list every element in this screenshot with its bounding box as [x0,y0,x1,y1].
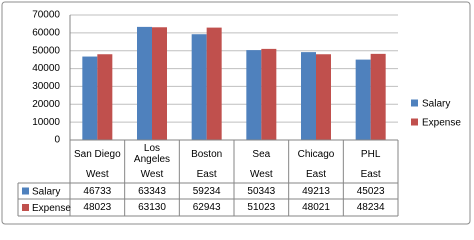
y-tick-label: 0 [54,135,60,146]
y-tick-label: 10000 [32,117,60,128]
bar [301,52,316,140]
bar [355,59,371,140]
chart-border [1,1,471,225]
row-key [22,187,29,195]
row-key [22,204,29,211]
legend-key [411,99,418,107]
y-tick-label: 50000 [32,45,60,56]
region-label: West [86,168,109,180]
table-value: 46733 [83,185,112,197]
bar [137,26,152,141]
table-value: 49213 [302,185,330,197]
bar [82,56,98,140]
table-value: 62943 [192,202,221,213]
chart: 0 10000 20000 30000 40000 50000 60000 70000 Sala… [1,1,471,225]
region-label: East [305,168,326,180]
table-value: 48021 [302,202,330,213]
table-value: 50343 [247,185,276,197]
region-label: West [250,168,273,180]
bar [370,53,386,140]
bar [191,34,207,140]
category-label: San Diego [73,148,121,160]
bar [206,27,222,141]
region-label: West [140,168,164,180]
bar [97,54,113,140]
row-header: Expense [32,203,71,214]
table-value: 63130 [138,202,166,213]
legend-label: Salary [422,99,450,110]
y-tick-label: 30000 [32,81,60,92]
table-value: 48234 [356,202,385,213]
table-value: 51023 [247,202,276,213]
bar [152,27,167,141]
table-value: 63343 [138,185,166,197]
table-value: 59234 [192,185,221,197]
y-tick-label: 40000 [32,63,60,74]
legend-key [411,118,418,126]
legend-label: Expense [422,118,461,129]
y-tick-label: 60000 [32,27,60,38]
bar [316,54,331,140]
category-label: Boston [191,148,223,160]
table-value: 45023 [356,185,385,197]
category-label: Chicago [297,148,335,160]
category-label: PHL [360,148,381,160]
chart-frame: 0 10000 20000 30000 40000 50000 60000 70000 Sala… [1,1,471,225]
category-label: Los Angeles [133,143,171,165]
category-label: Sea [252,148,271,160]
y-tick-label: 70000 [32,10,60,21]
row-header: Salary [32,187,60,198]
table-value: 48023 [83,202,112,213]
y-tick-label: 20000 [32,99,60,110]
bar [246,50,262,140]
region-label: East [196,168,217,180]
region-label: East [360,168,381,180]
bar [261,48,277,141]
